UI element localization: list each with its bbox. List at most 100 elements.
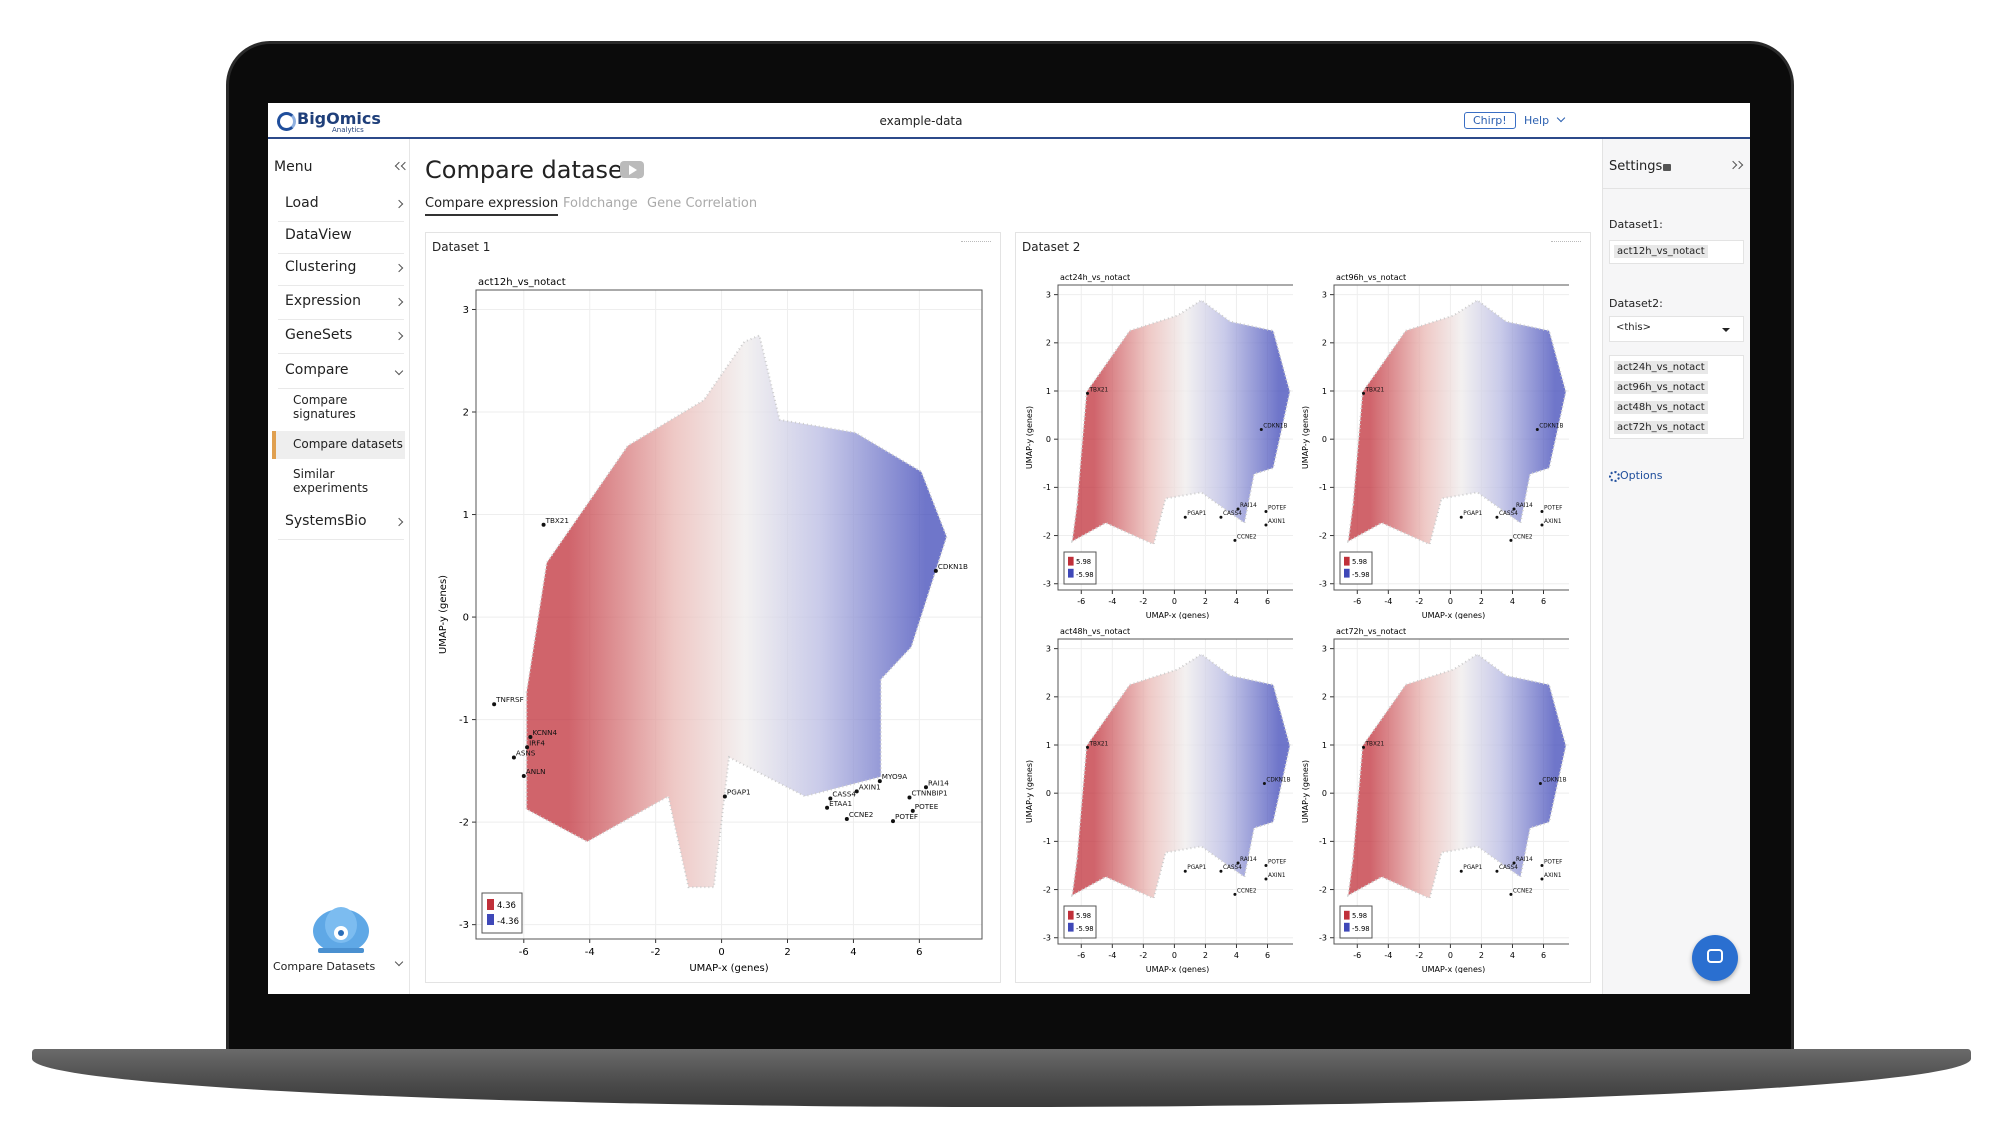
y-tick-label: 2: [463, 408, 469, 419]
x-tick-label: -2: [1415, 597, 1423, 606]
x-tick-label: 6: [916, 947, 922, 958]
dataset1-chip[interactable]: act12h_vs_notact: [1614, 245, 1708, 258]
menu-item[interactable]: Expression: [285, 293, 361, 309]
annotation-point: [1495, 515, 1499, 519]
tab[interactable]: Gene Correlation: [647, 196, 758, 211]
annotation-label: PGAP1: [1187, 511, 1206, 517]
annotation-point: [1219, 869, 1223, 873]
legend-min: -5.98: [1076, 571, 1094, 579]
tab[interactable]: Foldchange: [563, 196, 638, 211]
annotation-label: ASNS: [516, 749, 536, 758]
x-tick-label: 0: [1172, 951, 1177, 960]
annotation-point: [511, 755, 516, 760]
x-tick-label: 2: [1203, 951, 1208, 960]
annotation-point: [890, 819, 895, 824]
dataset2-chip[interactable]: act24h_vs_notact: [1614, 361, 1708, 374]
page-title: Compare datasets: [425, 156, 645, 184]
annotation-label: TBX21: [1364, 387, 1384, 393]
annotation-point: [722, 794, 727, 799]
annotation-label: CTNNBIP1: [911, 789, 947, 798]
label: Dataset2:: [1609, 297, 1663, 310]
x-tick-label: 2: [1479, 951, 1484, 960]
logo-subtitle: Analytics: [332, 126, 364, 134]
annotation-point: [907, 795, 912, 800]
annotation-label: RAI14: [1516, 857, 1533, 863]
menu-item[interactable]: SystemsBio: [285, 513, 367, 529]
tab[interactable]: Compare expression: [425, 196, 559, 216]
scatter-chart: -6 -4 -2 0 2 4 6 -3 -2 -1 0 1 2 3 TBX21 CDKN1B PGAP1 CASS…: [1301, 627, 1569, 973]
sidebar-footer: Compare Datasets: [273, 960, 376, 973]
panel: [1015, 232, 1591, 983]
annotation-label: PGAP1: [1463, 865, 1482, 871]
annotation-label: AXIN1: [859, 782, 881, 791]
annotation-label: CDKN1B: [1263, 424, 1287, 430]
x-tick-label: 0: [718, 947, 724, 958]
x-tick-label: -2: [1415, 951, 1423, 960]
submenu-item[interactable]: Similar experiments: [293, 467, 369, 495]
settings-panel: [1602, 139, 1750, 994]
submenu-item[interactable]: Compare datasets: [293, 437, 403, 451]
panel: [425, 232, 1001, 983]
chat-icon: [1707, 949, 1723, 963]
annotation-point: [1085, 745, 1089, 749]
annotation-label: POTEF: [1544, 505, 1562, 511]
dataset2-chip[interactable]: act96h_vs_notact: [1614, 381, 1708, 394]
annotation-point: [1540, 877, 1544, 881]
y-tick-label: -1: [1043, 837, 1051, 846]
submenu-item[interactable]: Compare signatures: [293, 393, 356, 421]
chirp-button[interactable]: Chirp!: [1464, 112, 1516, 129]
select-arrow: [1722, 328, 1730, 332]
menu-item[interactable]: Load: [285, 195, 319, 211]
annotation-point: [910, 808, 915, 813]
menu-item[interactable]: Compare: [285, 362, 349, 378]
y-tick-label: -1: [459, 715, 469, 726]
annotation-point: [1535, 428, 1539, 432]
x-tick-label: 0: [1172, 597, 1177, 606]
x-tick-label: 4: [1510, 951, 1515, 960]
video-play: [629, 165, 637, 175]
dataset2-chip[interactable]: act48h_vs_notact: [1614, 401, 1708, 414]
y-tick-label: 0: [1046, 435, 1051, 444]
colorbar-legend: [1339, 551, 1373, 585]
annotation-label: POTEE: [915, 802, 939, 811]
annotation-point: [1540, 523, 1544, 527]
plot-border: [1057, 638, 1293, 945]
annotation-label: CDKN1B: [1539, 424, 1563, 430]
x-axis-label: UMAP-x (genes): [1146, 611, 1209, 619]
legend-max: 4.36: [497, 901, 516, 911]
annotation-label: ETAA1: [829, 799, 852, 808]
chat-button[interactable]: [1692, 935, 1738, 981]
options-link[interactable]: Options: [1620, 469, 1663, 482]
x-tick-label: 2: [1479, 597, 1484, 606]
annotation-point: [1233, 538, 1237, 542]
x-tick-label: -2: [651, 947, 661, 958]
annotation-point: [1264, 523, 1268, 527]
help-menu[interactable]: Help: [1524, 114, 1550, 127]
menu-separator: [278, 221, 404, 222]
y-tick-label: 0: [463, 613, 469, 624]
x-tick-label: -4: [1384, 951, 1392, 960]
annotation-point: [1264, 863, 1268, 867]
annotation-label: POTEF: [895, 812, 918, 821]
annotation-label: RAI14: [1240, 503, 1257, 509]
dataset2-select[interactable]: [1609, 316, 1744, 342]
dataset2-value[interactable]: <this>: [1616, 322, 1652, 333]
x-tick-label: 6: [1541, 951, 1546, 960]
legend-swatch: [1344, 568, 1350, 578]
legend-swatch: [1344, 910, 1350, 920]
y-tick-label: -2: [1043, 885, 1051, 894]
annotation-label: CASS4: [832, 790, 856, 799]
menu-item[interactable]: DataView: [285, 227, 352, 243]
annotation-point: [525, 745, 530, 750]
annotation-point: [1509, 538, 1513, 542]
menu-item[interactable]: GeneSets: [285, 327, 353, 343]
menu-item[interactable]: Clustering: [285, 259, 357, 275]
y-tick-label: 1: [463, 510, 469, 521]
dataset2-chip[interactable]: act72h_vs_notact: [1614, 421, 1708, 434]
annotation-point: [877, 779, 882, 784]
x-tick-label: 6: [1265, 951, 1270, 960]
settings-title: Settings: [1609, 159, 1663, 174]
legend-swatch: [487, 914, 494, 925]
annotation-point: [528, 735, 533, 740]
panel-tools: [961, 241, 991, 250]
